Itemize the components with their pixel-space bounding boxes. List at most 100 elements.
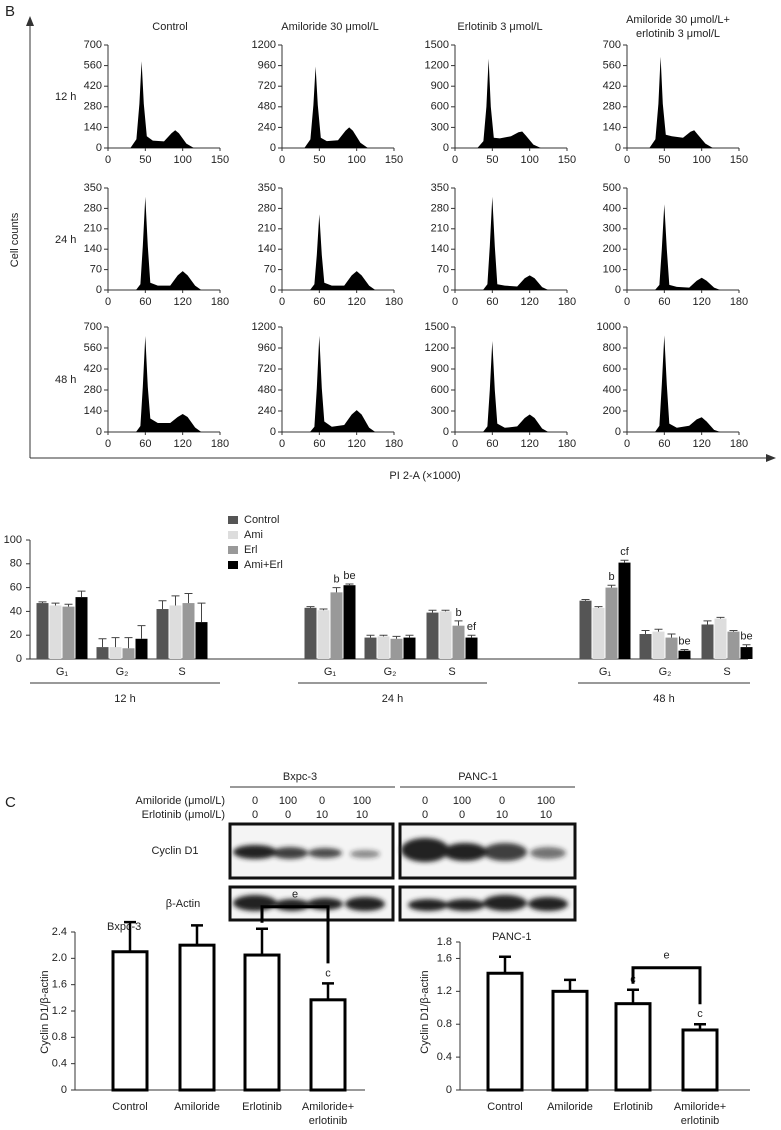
- y-tick-label: 400: [603, 202, 621, 214]
- x-tick-label: 0: [624, 438, 630, 450]
- error-bar: [405, 634, 414, 638]
- error-bar: [322, 982, 334, 1000]
- y-tick-label: 210: [258, 223, 276, 235]
- histogram-area: [310, 335, 376, 432]
- error-bar: [124, 637, 133, 649]
- error-bar: [716, 616, 725, 619]
- y-tick-label: 280: [431, 202, 449, 214]
- x-tick-label: 0: [452, 296, 458, 308]
- bar: [109, 647, 122, 659]
- error-bar: [680, 648, 689, 651]
- bar: [740, 647, 753, 659]
- x-tick-label: 120: [173, 438, 191, 450]
- x-tick-label: 0: [279, 154, 285, 166]
- y-tick-label: 350: [431, 182, 449, 194]
- x-tick-label: S: [723, 666, 730, 678]
- x-tick-label: 120: [520, 438, 538, 450]
- blot-value: 100: [537, 795, 555, 807]
- y-tick-label: 40: [10, 605, 22, 617]
- y-tick-label: 480: [258, 101, 276, 113]
- y-tick-label: 280: [84, 384, 102, 396]
- x-tick-label: 50: [139, 154, 151, 166]
- y-tick-label: 0: [16, 653, 22, 665]
- error-bar: [366, 634, 375, 638]
- y-tick-label: 1.6: [52, 979, 67, 991]
- x-tick-label: 60: [139, 296, 151, 308]
- y-tick-label: 0.4: [437, 1051, 452, 1063]
- y-tick-label: 140: [603, 121, 621, 133]
- legend-label: Ami: [244, 529, 263, 541]
- error-bar: [654, 628, 663, 632]
- histogram-area: [483, 196, 549, 290]
- bar: [343, 585, 356, 659]
- y-tick-label: 720: [258, 80, 276, 92]
- bar: [330, 592, 343, 659]
- x-tick-label: 180: [385, 438, 403, 450]
- x-tick-label: 0: [452, 438, 458, 450]
- column-title: Erlotinib 3 μmol/L: [457, 21, 542, 33]
- significance-bracket: [260, 905, 330, 964]
- error-bar: [392, 635, 401, 639]
- group-label: 24 h: [382, 693, 403, 705]
- error-bar: [703, 620, 712, 625]
- bar: [618, 562, 631, 659]
- y-tick-label: 240: [258, 405, 276, 417]
- legend-swatch: [228, 561, 238, 569]
- error-bar: [564, 978, 576, 992]
- x-tick-label: 100: [692, 154, 710, 166]
- x-tick-label: 150: [385, 154, 403, 166]
- blot-value: 0: [252, 809, 258, 821]
- error-bar: [428, 609, 437, 613]
- error-bar: [379, 634, 388, 637]
- chart-title: Bxpc-3: [107, 921, 141, 933]
- bar: [169, 605, 182, 659]
- y-tick-label: 300: [431, 121, 449, 133]
- x-tick-label: S: [448, 666, 455, 678]
- error-bar: [454, 620, 463, 626]
- bar: [317, 610, 330, 659]
- histogram-area: [304, 66, 368, 148]
- y-tick-label: 600: [431, 384, 449, 396]
- band-label: β-Actin: [166, 898, 200, 910]
- legend-swatch: [228, 531, 238, 539]
- error-bar: [184, 593, 193, 604]
- x-tick-label: 50: [313, 154, 325, 166]
- x-tick-label: G₁: [56, 666, 69, 678]
- bar: [122, 648, 135, 659]
- blot-value: 0: [459, 809, 465, 821]
- bar: [605, 587, 618, 659]
- x-tick-label: 0: [279, 438, 285, 450]
- histogram-area: [136, 196, 202, 290]
- error-bar: [191, 924, 203, 946]
- bar: [639, 634, 652, 659]
- y-tick-label: 900: [431, 80, 449, 92]
- y-tick-label: 280: [603, 101, 621, 113]
- y-tick-label: 560: [84, 60, 102, 72]
- error-bar: [729, 629, 738, 632]
- bar: [243, 953, 281, 1092]
- y-tick-label: 0: [615, 284, 621, 296]
- y-tick-label: 1000: [597, 321, 621, 333]
- error-bar: [77, 590, 86, 598]
- x-tick-label: 120: [347, 296, 365, 308]
- bar: [309, 998, 347, 1092]
- y-tick-label: 0: [615, 426, 621, 438]
- y-tick-label: 420: [84, 363, 102, 375]
- y-tick-label: 200: [603, 243, 621, 255]
- y-tick-label: 700: [84, 39, 102, 51]
- blot-value: 0: [252, 795, 258, 807]
- y-tick-label: 80: [10, 558, 22, 570]
- histogram-area: [649, 56, 713, 148]
- x-tick-label: 60: [658, 296, 670, 308]
- y-tick-label: 1500: [425, 39, 449, 51]
- blot-value: 0: [319, 795, 325, 807]
- x-tick-label: 60: [486, 296, 498, 308]
- x-tick-label: Control: [112, 1101, 147, 1113]
- y-tick-label: 210: [431, 223, 449, 235]
- x-tick-label: 100: [520, 154, 538, 166]
- error-bar: [197, 602, 206, 623]
- y-axis-label: Cell counts: [9, 212, 21, 267]
- annotation: be: [740, 631, 752, 643]
- error-bar: [641, 629, 650, 635]
- x-tick-label: 0: [105, 154, 111, 166]
